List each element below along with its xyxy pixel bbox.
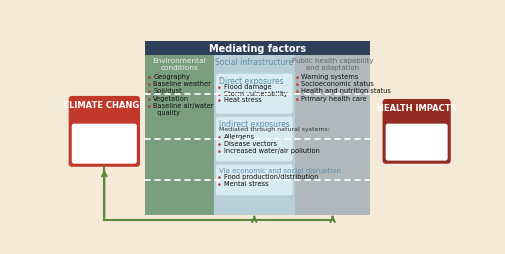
Text: •: • [217,90,222,100]
Text: •: • [294,88,299,97]
Bar [145,41,370,55]
Text: Storms: Storms [79,152,104,158]
Text: Disease vectors: Disease vectors [223,141,276,147]
Text: Public health capability
and adaptation: Public health capability and adaptation [291,58,373,71]
Text: Increased water/air pollution: Increased water/air pollution [223,148,319,153]
Text: Malaria: Malaria [392,152,418,158]
Text: Warning systems: Warning systems [300,74,358,80]
Text: Heart disease: Heart disease [392,145,440,150]
Text: Baseline air/water
  quality: Baseline air/water quality [153,103,213,116]
FancyBboxPatch shape [216,117,292,161]
Text: Baseline weather: Baseline weather [153,81,211,87]
Text: •: • [385,136,390,145]
Bar [145,55,213,215]
Text: •: • [146,81,152,90]
Text: Mediating factors: Mediating factors [209,44,306,54]
Text: Indirect exposures: Indirect exposures [219,120,289,129]
Text: •: • [294,74,299,83]
Text: •: • [385,128,390,137]
Text: •: • [217,181,222,190]
Text: •: • [73,128,78,137]
Text: •: • [73,145,78,153]
Text: Soil/dust: Soil/dust [153,88,181,94]
Text: Socioeconomic status: Socioeconomic status [300,81,373,87]
Text: •: • [385,152,390,162]
Bar [213,55,294,215]
Text: Health and nutrition status: Health and nutrition status [300,88,390,94]
FancyBboxPatch shape [72,124,137,164]
FancyBboxPatch shape [69,96,140,167]
Text: •: • [217,141,222,150]
Text: Via economic and social disruption: Via economic and social disruption [219,168,340,173]
FancyBboxPatch shape [216,164,292,195]
Text: Vegetation: Vegetation [153,96,189,102]
Text: •: • [73,136,78,145]
Text: Floods: Floods [79,145,102,150]
Text: •: • [217,174,222,183]
Text: Heat stress: Heat stress [223,98,261,103]
Text: •: • [217,134,222,143]
Text: Precipitation: Precipitation [79,128,123,134]
Text: •: • [146,74,152,83]
Text: •: • [146,103,152,112]
Text: •: • [294,96,299,105]
Text: Mediated through natural systems:: Mediated through natural systems: [219,127,329,132]
Text: Heat: Heat [79,136,96,142]
Text: Allergens: Allergens [223,134,255,140]
Text: •: • [73,152,78,162]
Text: •: • [146,88,152,97]
Text: •: • [217,84,222,93]
Text: Mental stress: Mental stress [223,181,268,187]
FancyBboxPatch shape [382,99,450,164]
Text: Storm vulnerability: Storm vulnerability [223,90,287,97]
Text: CLIMATE CHANGE: CLIMATE CHANGE [63,101,145,109]
Text: •: • [217,148,222,156]
Bar [294,55,370,215]
Text: •: • [146,96,152,105]
Text: Geography: Geography [153,74,190,80]
Text: Environmental
conditions: Environmental conditions [153,58,206,71]
Text: HEALTH IMPACTS: HEALTH IMPACTS [376,104,456,113]
Text: Food production/distribution: Food production/distribution [223,174,318,181]
Text: Flood damage: Flood damage [223,84,271,90]
Text: Undernutrition: Undernutrition [392,128,443,134]
Text: Direct exposures: Direct exposures [219,77,283,86]
Text: •: • [385,145,390,153]
Text: Primary health care: Primary health care [300,96,366,102]
Text: •: • [294,81,299,90]
Text: Social infrastructure: Social infrastructure [215,58,293,67]
FancyBboxPatch shape [216,74,292,114]
Text: •: • [217,98,222,106]
FancyBboxPatch shape [385,124,447,161]
Text: Drowning: Drowning [392,136,425,142]
